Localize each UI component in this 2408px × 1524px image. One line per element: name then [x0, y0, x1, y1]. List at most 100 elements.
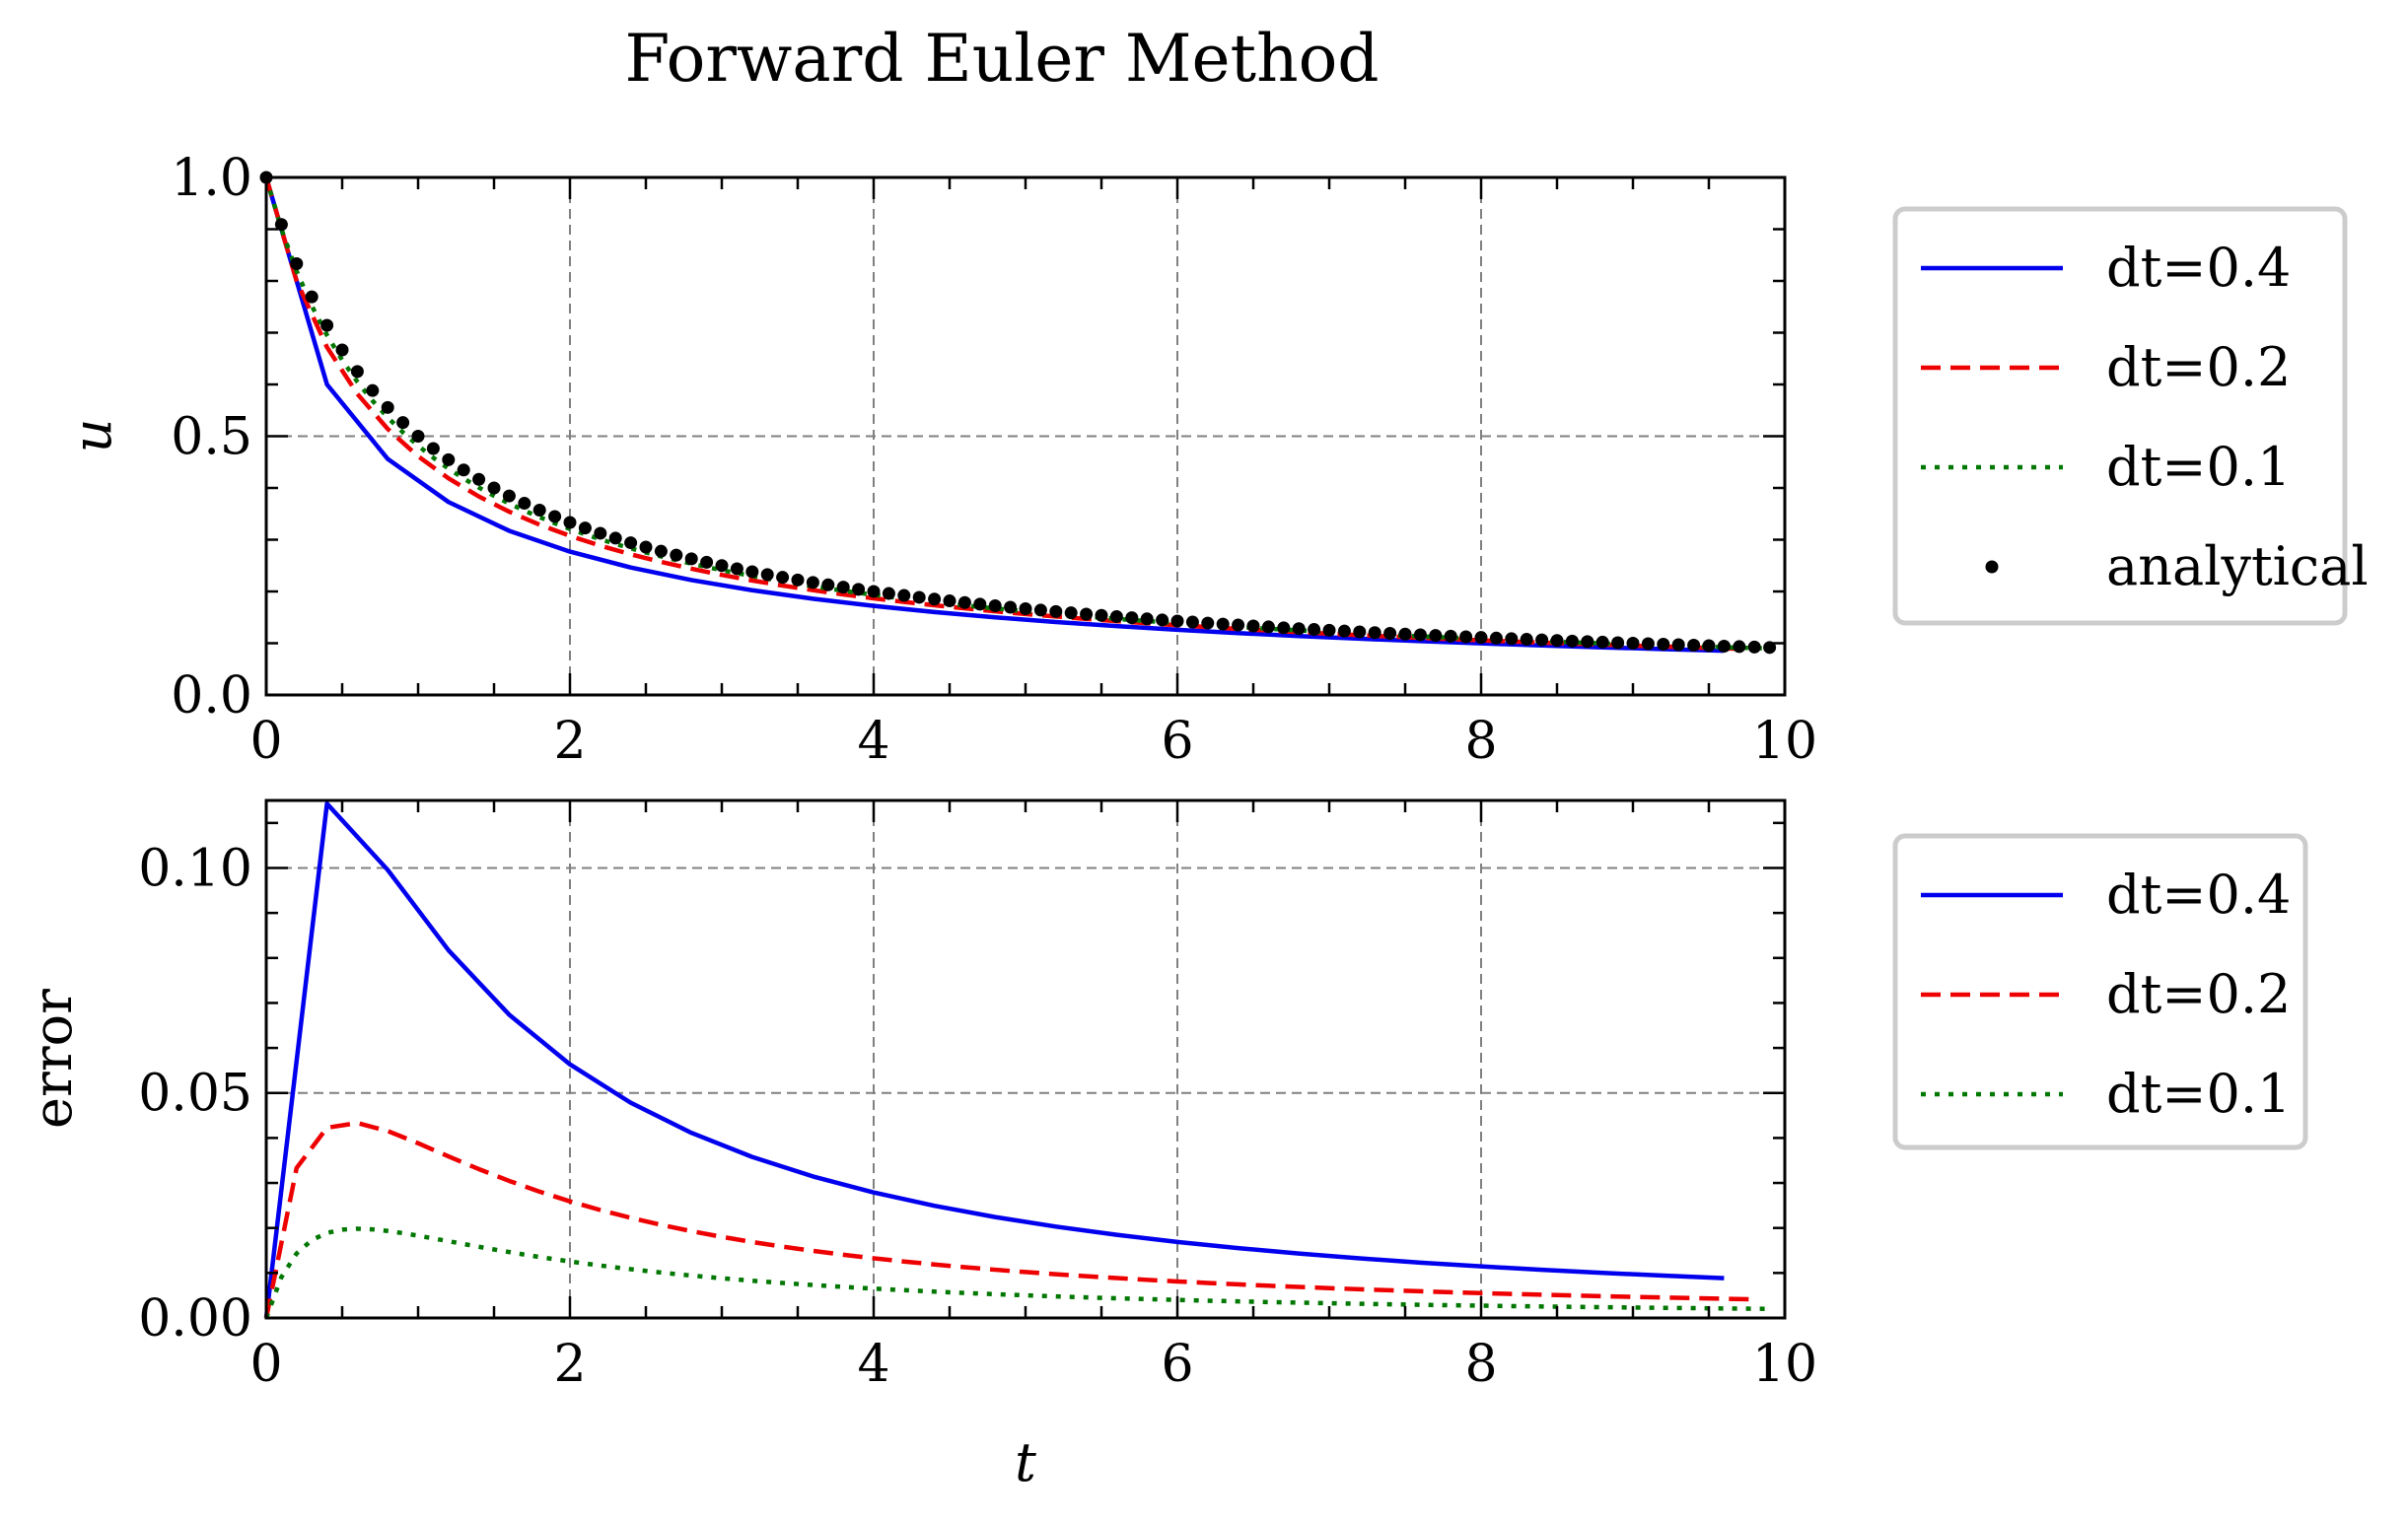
data-point [1398, 627, 1412, 641]
top-tick-labels: 0 2 4 6 8 10 0.0 0.5 1.0 [171, 149, 1817, 771]
data-point [1170, 614, 1184, 628]
data-point [988, 598, 1002, 612]
bottom-axes-frame [264, 798, 1787, 1320]
y-tick-label: 0.05 [138, 1065, 252, 1124]
data-point [350, 365, 364, 379]
data-point [532, 504, 546, 517]
data-point [957, 595, 971, 609]
legend-label: dt=0.2 [2106, 963, 2291, 1025]
legend-frame [1892, 833, 2308, 1150]
data-point [548, 510, 562, 523]
data-point [608, 531, 622, 545]
bottom-panel: 0 2 4 6 8 10 0.00 0.05 0.10 error t dt=0.4 dt=0.2… [22, 798, 2308, 1493]
legend-label: dt=0.1 [2106, 436, 2291, 498]
data-point [821, 578, 835, 591]
data-point [1444, 629, 1457, 643]
data-point [1641, 637, 1655, 651]
data-point [518, 497, 531, 511]
data-point [715, 559, 729, 573]
series-line [263, 176, 1770, 652]
data-point [1246, 619, 1260, 633]
data-point [1261, 620, 1275, 634]
data-point [594, 526, 607, 540]
chart-title: Forward Euler Method [624, 21, 1379, 97]
y-tick-label: 1.0 [171, 149, 252, 208]
data-point [1080, 607, 1094, 621]
data-point [1064, 606, 1078, 620]
legend-label: dt=0.1 [2106, 1063, 2291, 1125]
x-tick-label: 2 [553, 712, 586, 771]
bottom-xlabel: t [1015, 1431, 1036, 1493]
data-point [1429, 629, 1443, 643]
data-point [1156, 613, 1169, 627]
data-point [1292, 622, 1306, 636]
data-point [639, 540, 653, 554]
data-point [897, 589, 911, 602]
x-tick-label: 10 [1752, 1335, 1817, 1394]
data-point [1459, 630, 1473, 644]
data-point [684, 552, 698, 566]
data-point [1125, 611, 1139, 625]
data-point [943, 594, 956, 608]
data-point [1232, 618, 1245, 632]
data-point [502, 489, 516, 503]
x-tick-label: 2 [553, 1335, 586, 1394]
x-tick-label: 6 [1161, 1335, 1193, 1394]
x-tick-label: 10 [1752, 712, 1817, 771]
data-point [1277, 621, 1291, 635]
top-ylabel: u [61, 419, 123, 453]
data-point [1308, 623, 1321, 637]
top-grid [266, 177, 1785, 695]
top-legend: dt=0.4 dt=0.2 dt=0.1 analytical [1892, 206, 2369, 626]
data-point [928, 592, 942, 606]
data-point [1505, 632, 1519, 646]
data-point [1520, 633, 1533, 647]
data-point [457, 463, 470, 477]
y-tick-label: 0.0 [171, 666, 252, 726]
data-point [1687, 639, 1701, 653]
data-point [1733, 640, 1746, 654]
legend-label: dt=0.2 [2106, 336, 2291, 398]
data-point [1185, 615, 1199, 629]
data-point [1004, 600, 1018, 614]
data-point [1626, 637, 1640, 650]
data-point [1095, 608, 1108, 622]
data-point [426, 442, 440, 455]
x-tick-label: 8 [1464, 1335, 1497, 1394]
data-point [1049, 604, 1063, 618]
top-series [259, 171, 1777, 655]
data-point [973, 597, 987, 611]
series-line [263, 1226, 1770, 1319]
data-point [852, 583, 866, 596]
data-point [654, 544, 668, 558]
x-tick-label: 0 [249, 712, 282, 771]
series-line [263, 1121, 1755, 1319]
legend-marker [1985, 560, 1999, 574]
x-tick-label: 0 [249, 1335, 282, 1394]
data-point [1383, 627, 1397, 640]
data-point [1671, 638, 1685, 652]
data-point [806, 576, 819, 589]
data-point [1109, 609, 1123, 623]
data-point [670, 548, 683, 562]
data-point [867, 585, 881, 598]
series-line [263, 176, 1725, 654]
data-point [700, 555, 714, 569]
data-point [320, 318, 334, 332]
data-point [396, 416, 410, 430]
data-point [912, 590, 926, 604]
data-point [1474, 631, 1488, 645]
x-tick-label: 6 [1161, 712, 1193, 771]
data-point [1550, 634, 1564, 648]
x-tick-label: 4 [857, 1335, 889, 1394]
data-point [442, 452, 456, 466]
data-point [411, 430, 425, 443]
data-point [1657, 638, 1670, 652]
data-point [1489, 631, 1503, 645]
data-point [1565, 634, 1579, 648]
bottom-tick-labels: 0 2 4 6 8 10 0.00 0.05 0.10 [138, 839, 1817, 1394]
data-point [730, 562, 744, 576]
data-point [1201, 616, 1215, 630]
data-point [1717, 639, 1731, 653]
